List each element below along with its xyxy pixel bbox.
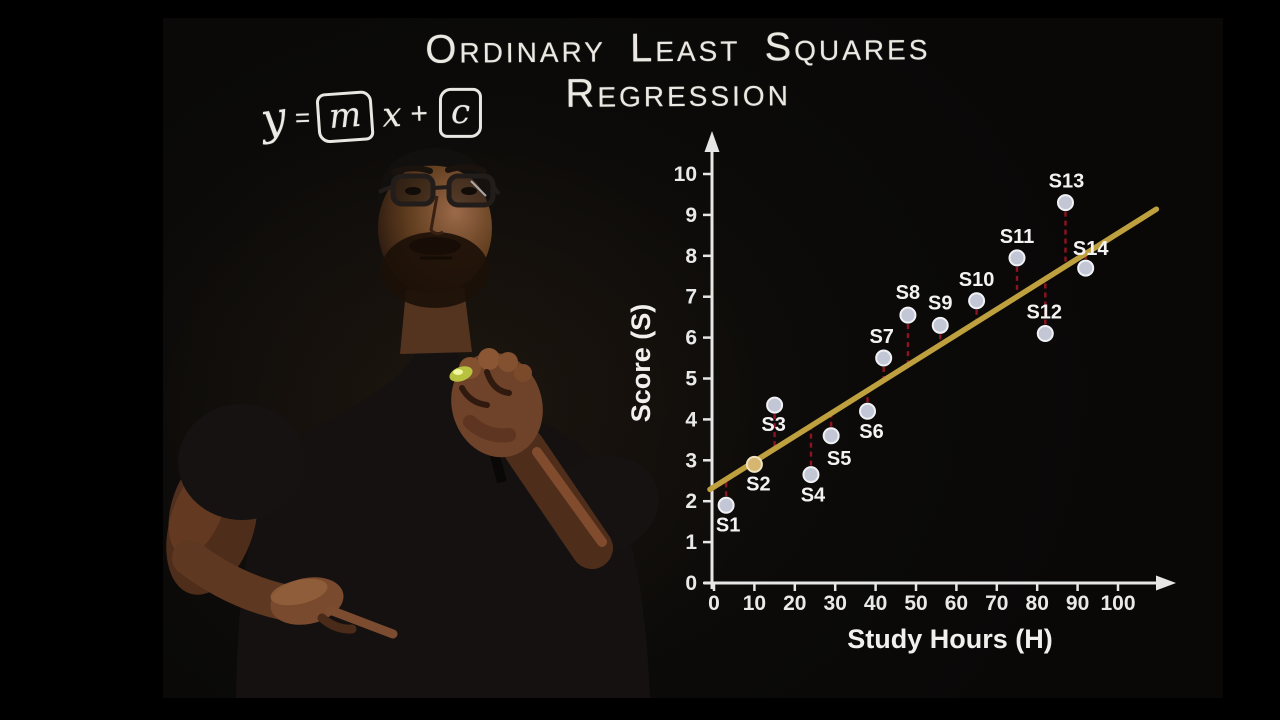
y-tick-label: 3 xyxy=(685,449,697,472)
video-content: Ordinary Least Squares Regression y = m … xyxy=(163,18,1223,698)
y-tick-label: 1 xyxy=(685,531,697,554)
person-right-forearm-highlight xyxy=(532,447,607,547)
point-label-S13: S13 xyxy=(1049,171,1085,193)
person-index-finger xyxy=(325,605,398,639)
presenter-illustration xyxy=(163,110,770,698)
knuckle-4 xyxy=(514,364,532,382)
y-tick-label: 2 xyxy=(685,490,697,513)
data-point-S11 xyxy=(1008,249,1026,267)
y-tick-label: 7 xyxy=(685,286,697,309)
data-point-S2 xyxy=(745,455,763,473)
y-tick-label: 4 xyxy=(685,408,697,431)
point-label-S8: S8 xyxy=(896,282,920,304)
x-tick-label: 0 xyxy=(708,592,720,615)
person-left-eye xyxy=(405,187,421,195)
x-tick-label: 50 xyxy=(904,592,927,615)
data-point-S4 xyxy=(802,466,820,484)
y-axis-title: Score (S) xyxy=(626,304,656,423)
point-label-S4: S4 xyxy=(801,485,826,507)
person-right-forearm xyxy=(503,427,613,569)
person-left-sleeve xyxy=(178,404,306,520)
data-point-S5 xyxy=(822,427,840,445)
x-tick-label: 20 xyxy=(783,592,806,615)
x-tick-label: 60 xyxy=(945,592,968,615)
y-tick-label: 6 xyxy=(685,327,697,350)
point-label-S1: S1 xyxy=(716,514,740,536)
x-axis-title: Study Hours (H) xyxy=(847,624,1053,654)
y-tick-label: 5 xyxy=(685,368,697,391)
x-tick-label: 90 xyxy=(1066,592,1089,615)
point-label-S5: S5 xyxy=(827,448,851,470)
person-right-eyebrow xyxy=(445,164,487,174)
regression-line xyxy=(707,206,1160,493)
knuckle-3 xyxy=(498,352,518,372)
person-right-eye xyxy=(461,187,477,195)
x-tick-label: 30 xyxy=(824,592,847,615)
person-thumb xyxy=(463,415,516,443)
point-label-S7: S7 xyxy=(869,326,893,348)
data-point-S1 xyxy=(717,496,735,514)
pen-glint-highlight xyxy=(453,369,463,375)
data-point-S9 xyxy=(931,316,949,334)
y-tick-label: 9 xyxy=(685,204,697,227)
data-point-S3 xyxy=(766,396,784,414)
x-tick-label: 70 xyxy=(985,592,1008,615)
person-nose xyxy=(429,195,444,236)
finger-shadows xyxy=(459,369,512,408)
person-mustache xyxy=(409,237,461,255)
person-beard xyxy=(381,232,489,308)
person-left-eyebrow xyxy=(391,165,433,175)
data-point-S10 xyxy=(968,292,986,310)
pen-body xyxy=(489,450,507,484)
data-point-S14 xyxy=(1077,259,1095,277)
point-label-S12: S12 xyxy=(1026,302,1062,324)
point-label-S6: S6 xyxy=(859,421,883,443)
x-tick-label: 40 xyxy=(864,592,887,615)
data-point-S7 xyxy=(875,349,893,367)
y-tick-label: 0 xyxy=(685,572,697,595)
point-label-S10: S10 xyxy=(959,269,995,291)
y-axis-arrow xyxy=(704,131,720,152)
point-label-S14: S14 xyxy=(1073,238,1109,260)
y-tick-label: 10 xyxy=(674,163,697,186)
data-point-S13 xyxy=(1056,194,1074,212)
data-point-S12 xyxy=(1036,325,1054,343)
point-label-S11: S11 xyxy=(1000,226,1034,248)
y-tick-label: 8 xyxy=(685,245,697,268)
glasses-glint xyxy=(470,180,487,197)
point-label-S9: S9 xyxy=(928,292,952,314)
person-folded-fingers xyxy=(317,613,357,634)
data-point-S6 xyxy=(859,402,877,420)
point-label-S3: S3 xyxy=(761,414,785,436)
x-tick-label: 100 xyxy=(1100,592,1135,615)
data-point-S8 xyxy=(899,306,917,324)
knuckle-2 xyxy=(478,348,500,370)
person-left-hand-highlight xyxy=(270,578,328,606)
x-tick-label: 10 xyxy=(743,592,766,615)
x-tick-label: 80 xyxy=(1026,592,1049,615)
x-axis-arrow xyxy=(1156,575,1176,591)
point-label-S2: S2 xyxy=(746,473,770,495)
scatter-chart: 0 10 20 30 40 50 60 70 80 90 100 0 1 2 3 4 5 6 7 8 9 10 Study … xyxy=(626,131,1176,654)
